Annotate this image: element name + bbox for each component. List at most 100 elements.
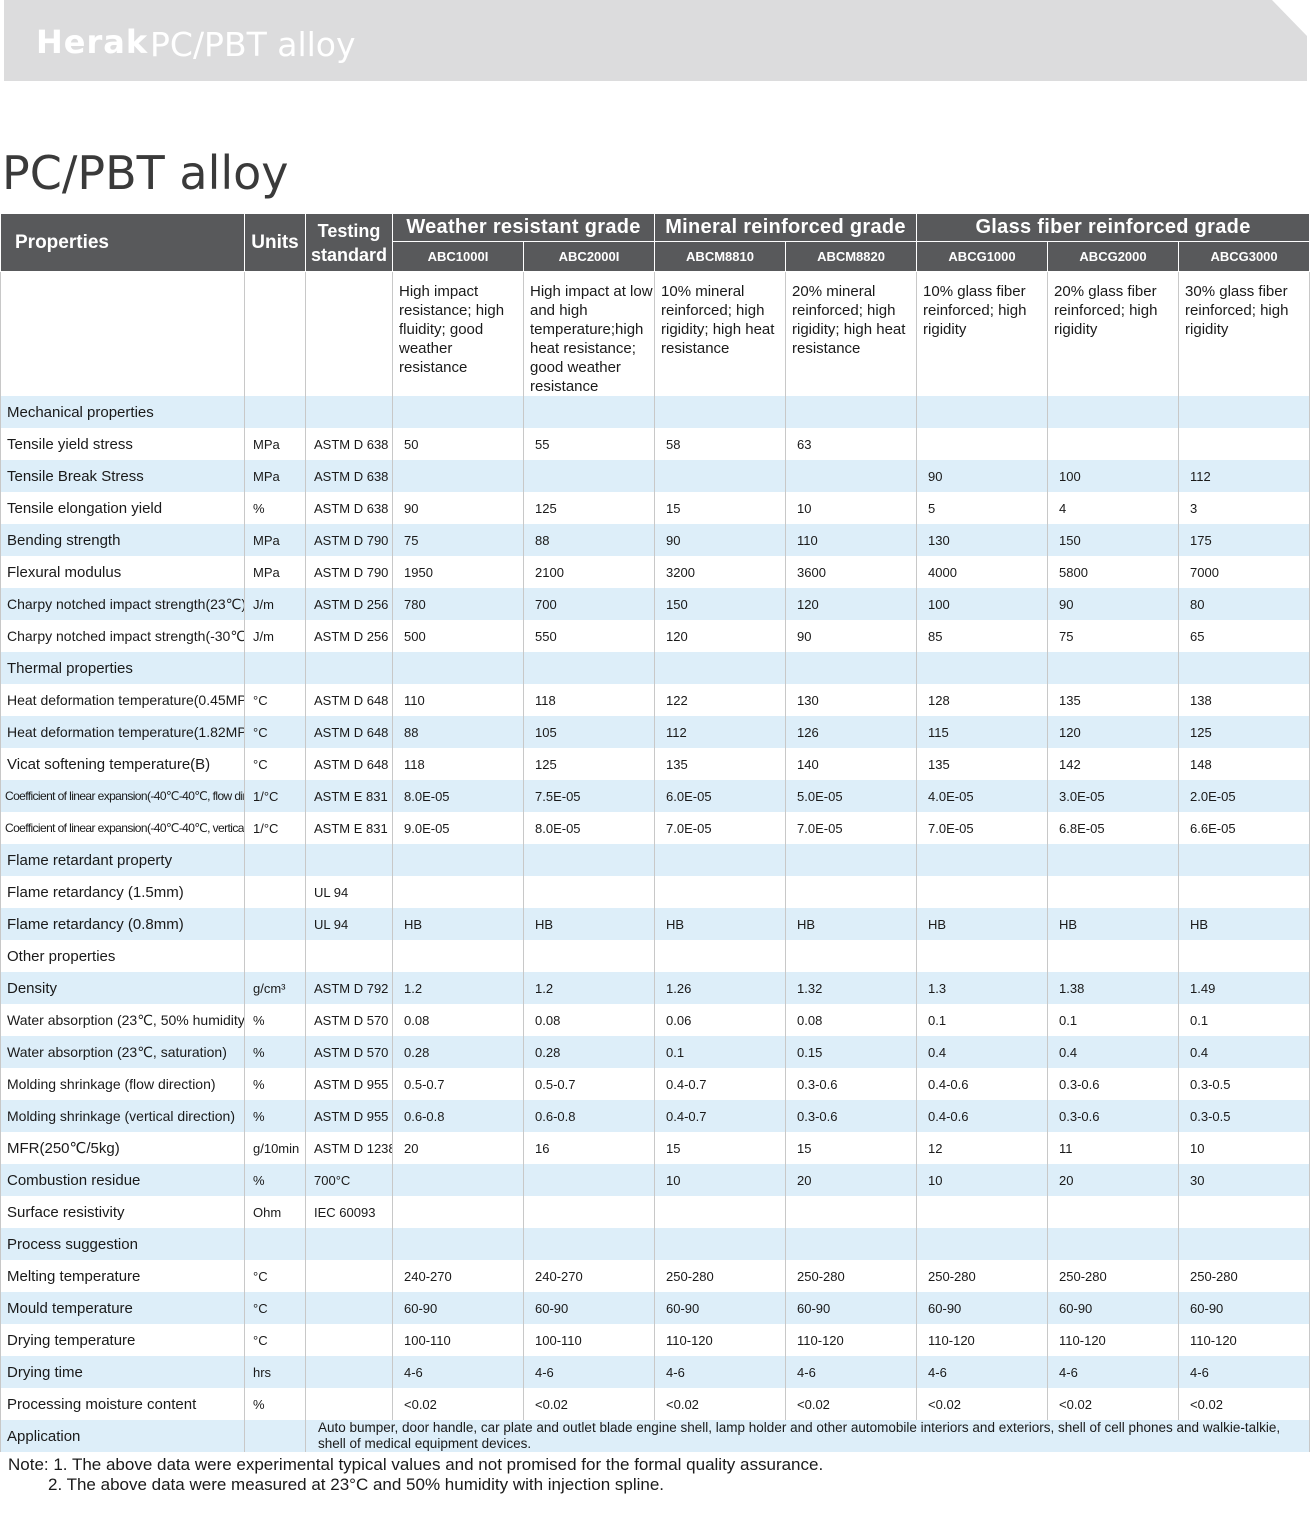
value-cell: 5800 xyxy=(1047,556,1180,588)
property-name: Tensile Break Stress xyxy=(0,460,245,492)
value-cell: 1950 xyxy=(392,556,524,588)
group-header: Mineral reinforced grade xyxy=(654,213,918,242)
empty-cell xyxy=(1047,1228,1180,1260)
value-cell: 7.5E-05 xyxy=(522,780,656,812)
section-row: Other properties xyxy=(0,940,1310,972)
unit: J/m xyxy=(244,620,306,652)
value-cell: 6.8E-05 xyxy=(1047,812,1180,844)
value-cell xyxy=(654,876,787,908)
empty-cell xyxy=(654,396,787,428)
property-name: Charpy notched impact strength(23℃) xyxy=(0,588,245,620)
value-cell: 63 xyxy=(785,428,918,460)
value-cell xyxy=(1047,428,1180,460)
testing-standard: ASTM D 570 xyxy=(305,1004,393,1036)
testing-standard xyxy=(305,1260,393,1292)
application-row: Application Auto bumper, door handle, car… xyxy=(0,1420,1310,1452)
property-name: Mould temperature xyxy=(0,1292,245,1324)
notes: Note: 1. The above data were experimenta… xyxy=(8,1455,823,1495)
value-cell xyxy=(785,460,918,492)
empty-cell xyxy=(1047,940,1180,972)
testing-standard: ASTM D 790 xyxy=(305,524,393,556)
empty-cell xyxy=(785,396,918,428)
empty-cell xyxy=(522,652,656,684)
unit: °C xyxy=(244,1324,306,1356)
grade-header: ABCM8820 xyxy=(785,241,918,272)
data-row: Drying temperature °C 100-110 100-110 110-12… xyxy=(0,1324,1310,1356)
data-row: Tensile Break Stress MPa ASTM D 638 90 100 11… xyxy=(0,460,1310,492)
value-cell: 3.0E-05 xyxy=(1047,780,1180,812)
empty-cell xyxy=(785,844,918,876)
value-cell: <0.02 xyxy=(654,1388,787,1420)
value-cell: 7.0E-05 xyxy=(654,812,787,844)
section-row: Flame retardant property xyxy=(0,844,1310,876)
value-cell: 120 xyxy=(1047,716,1180,748)
data-row: Heat deformation temperature(0.45MPa) °C A… xyxy=(0,684,1310,716)
section-label: Thermal properties xyxy=(0,652,245,684)
unit: % xyxy=(244,1036,306,1068)
value-cell: 130 xyxy=(785,684,918,716)
empty-cell xyxy=(1178,940,1310,972)
data-row: Drying time hrs 4-6 4-6 4-6 4-6 4-6 4-6 4-6 xyxy=(0,1356,1310,1388)
property-name: Drying time xyxy=(0,1356,245,1388)
empty-cell xyxy=(1047,652,1180,684)
empty-cell xyxy=(916,1228,1049,1260)
note: Note: 1. The above data were experimenta… xyxy=(8,1455,824,1474)
value-cell: 118 xyxy=(392,748,524,780)
application-text: Auto bumper, door handle, car plate and … xyxy=(304,1420,1310,1452)
data-row: Combustion residue% 700°C 10 20 10 20 30 xyxy=(0,1164,1310,1196)
property-name: Heat deformation temperature(0.45MPa) xyxy=(0,684,245,716)
data-row: Flame retardancy (1.5mm) UL 94 xyxy=(0,876,1310,908)
value-cell: 4.0E-05 xyxy=(916,780,1049,812)
data-row: Water absorption (23℃, 50% humidity)% AST… xyxy=(0,1004,1310,1036)
unit: 1/°C xyxy=(244,780,306,812)
value-cell: 0.4 xyxy=(916,1036,1049,1068)
value-cell: 60-90 xyxy=(1047,1292,1180,1324)
value-cell: 60-90 xyxy=(522,1292,656,1324)
property-name: Drying temperature xyxy=(0,1324,245,1356)
value-cell: 780 xyxy=(392,588,524,620)
value-cell: 240-270 xyxy=(522,1260,656,1292)
value-cell: 90 xyxy=(392,492,524,524)
data-row: Melting temperature °C 240-270 240-270 250-2… xyxy=(0,1260,1310,1292)
value-cell: 0.15 xyxy=(785,1036,918,1068)
value-cell: 88 xyxy=(522,524,656,556)
data-row: Water absorption (23℃, saturation)% ASTM … xyxy=(0,1036,1310,1068)
value-cell: 0.1 xyxy=(654,1036,787,1068)
value-cell xyxy=(916,876,1049,908)
value-cell: 120 xyxy=(654,620,787,652)
empty-cell xyxy=(522,1228,656,1260)
empty-cell xyxy=(522,940,656,972)
value-cell: 0.08 xyxy=(522,1004,656,1036)
value-cell: 0.1 xyxy=(916,1004,1049,1036)
unit xyxy=(244,908,306,940)
empty-cell xyxy=(244,1420,306,1452)
unit: °C xyxy=(244,716,306,748)
property-name: Density xyxy=(0,972,245,1004)
unit: °C xyxy=(244,1260,306,1292)
value-cell: 110-120 xyxy=(1047,1324,1180,1356)
value-cell: 135 xyxy=(916,748,1049,780)
data-row: Charpy notched impact strength(23℃) J/m AS… xyxy=(0,588,1310,620)
section-label: Other properties xyxy=(0,940,245,972)
unit: g/cm³ xyxy=(244,972,306,1004)
value-cell: 125 xyxy=(522,492,656,524)
empty-cell xyxy=(392,396,524,428)
value-cell: 240-270 xyxy=(392,1260,524,1292)
data-row: Coefficient of linear expansion(-40℃-40℃… xyxy=(0,780,1310,812)
value-cell: 3 xyxy=(1178,492,1310,524)
value-cell: 175 xyxy=(1178,524,1310,556)
property-name: Flame retardancy (0.8mm) xyxy=(0,908,245,940)
testing-standard: ASTM D 648 xyxy=(305,684,393,716)
grade-description: 30% glass fiber reinforced; high rigidit… xyxy=(1178,271,1310,396)
property-name: Charpy notched impact strength(-30℃) xyxy=(0,620,245,652)
unit: % xyxy=(244,1004,306,1036)
value-cell: 55 xyxy=(522,428,656,460)
grade-header: ABC2000I xyxy=(522,241,656,272)
value-cell: 100-110 xyxy=(522,1324,656,1356)
value-cell: 10 xyxy=(654,1164,787,1196)
value-cell: 4000 xyxy=(916,556,1049,588)
value-cell: 0.3-0.6 xyxy=(1047,1100,1180,1132)
group-header: Glass fiber reinforced grade xyxy=(916,213,1310,242)
data-row: Mould temperature °C 60-90 60-90 60-90 60-90 6… xyxy=(0,1292,1310,1324)
